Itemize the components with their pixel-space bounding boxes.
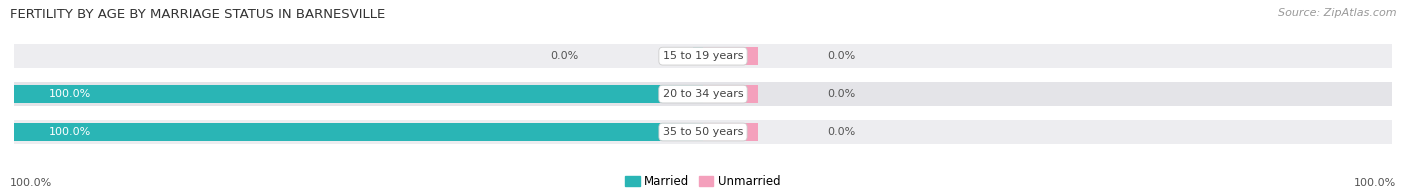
Text: 100.0%: 100.0%	[1354, 178, 1396, 188]
Text: 20 to 34 years: 20 to 34 years	[662, 89, 744, 99]
Bar	[693, 47, 703, 65]
Bar	[14, 123, 703, 141]
Text: 100.0%: 100.0%	[48, 89, 91, 99]
Text: 35 to 50 years: 35 to 50 years	[662, 127, 744, 137]
Legend: Married, Unmarried: Married, Unmarried	[626, 175, 780, 188]
Bar	[14, 85, 703, 103]
Text: 0.0%: 0.0%	[551, 51, 579, 61]
Bar	[703, 47, 758, 65]
Text: 15 to 19 years: 15 to 19 years	[662, 51, 744, 61]
Text: 100.0%: 100.0%	[48, 127, 91, 137]
Bar	[14, 120, 1392, 144]
Text: 100.0%: 100.0%	[10, 178, 52, 188]
Bar	[703, 123, 758, 141]
Text: Source: ZipAtlas.com: Source: ZipAtlas.com	[1278, 8, 1396, 18]
Text: 0.0%: 0.0%	[827, 51, 855, 61]
Text: FERTILITY BY AGE BY MARRIAGE STATUS IN BARNESVILLE: FERTILITY BY AGE BY MARRIAGE STATUS IN B…	[10, 8, 385, 21]
Bar	[14, 44, 1392, 68]
Text: 0.0%: 0.0%	[827, 127, 855, 137]
Text: 0.0%: 0.0%	[827, 89, 855, 99]
Bar	[14, 82, 1392, 106]
Bar	[703, 85, 758, 103]
